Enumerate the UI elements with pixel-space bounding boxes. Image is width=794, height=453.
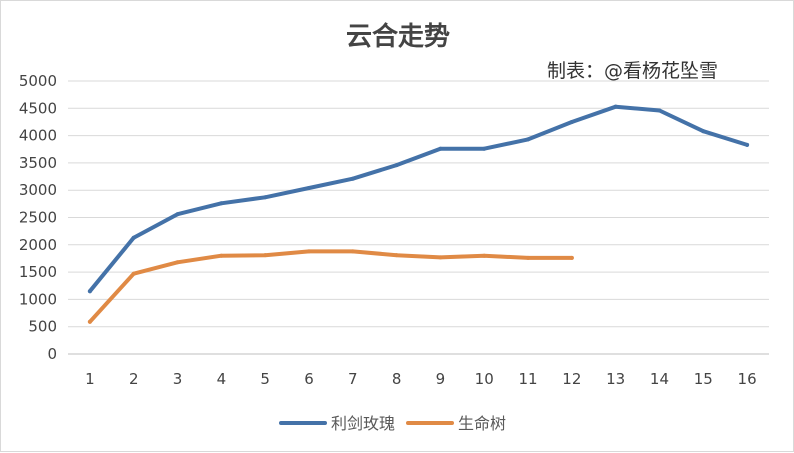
y-tick-label: 4000 xyxy=(19,127,57,145)
legend-label: 利剑玫瑰 xyxy=(331,414,395,433)
data-point xyxy=(131,271,136,276)
data-point xyxy=(438,255,443,260)
y-tick-label: 3000 xyxy=(19,181,57,199)
x-tick-label: 7 xyxy=(348,370,358,388)
data-point xyxy=(350,176,355,181)
x-tick-label: 6 xyxy=(304,370,314,388)
y-tick-label: 500 xyxy=(28,318,57,336)
x-tick-label: 4 xyxy=(217,370,227,388)
x-tick-label: 15 xyxy=(694,370,713,388)
chart-annotation: 制表：@看杨花坠雪 xyxy=(547,60,718,82)
data-point xyxy=(482,146,487,151)
data-point xyxy=(263,195,268,200)
x-tick-label: 11 xyxy=(518,370,537,388)
data-point xyxy=(131,235,136,240)
x-tick-label: 5 xyxy=(260,370,270,388)
x-tick-label: 3 xyxy=(173,370,183,388)
series-line-2 xyxy=(87,249,574,324)
data-point xyxy=(438,146,443,151)
x-tick-label: 8 xyxy=(392,370,402,388)
data-point xyxy=(569,255,574,260)
x-tick-label: 9 xyxy=(436,370,446,388)
y-tick-label: 4500 xyxy=(19,99,57,117)
data-point xyxy=(569,119,574,124)
x-axis-ticks: 1 2 3 4 5 6 7 8 9 10 11 12 13 14 15 16 xyxy=(85,370,757,388)
data-point xyxy=(306,186,311,191)
data-point xyxy=(175,260,180,265)
y-tick-label: 2500 xyxy=(19,209,57,227)
data-point xyxy=(394,163,399,168)
x-tick-label: 12 xyxy=(562,370,581,388)
legend: 利剑玫瑰 生命树 xyxy=(279,414,506,433)
legend-label: 生命树 xyxy=(458,414,506,433)
chart-title: 云合走势 xyxy=(346,21,450,52)
y-tick-label: 0 xyxy=(47,345,57,363)
data-point xyxy=(657,108,662,113)
x-tick-label: 14 xyxy=(650,370,669,388)
data-point xyxy=(350,249,355,254)
data-point xyxy=(613,104,618,109)
data-point xyxy=(306,249,311,254)
data-point xyxy=(394,253,399,258)
y-tick-label: 1000 xyxy=(19,290,57,308)
data-point xyxy=(87,319,92,324)
data-point xyxy=(219,253,224,258)
data-point xyxy=(526,255,531,260)
x-tick-label: 13 xyxy=(606,370,625,388)
x-tick-label: 2 xyxy=(129,370,139,388)
data-point xyxy=(87,289,92,294)
data-point xyxy=(526,137,531,142)
data-point xyxy=(745,142,750,147)
y-tick-label: 2000 xyxy=(19,236,57,254)
series-line-1 xyxy=(87,104,750,294)
x-tick-label: 16 xyxy=(738,370,757,388)
y-tick-label: 5000 xyxy=(19,72,57,90)
data-point xyxy=(482,253,487,258)
series-lines xyxy=(87,104,750,324)
x-tick-label: 10 xyxy=(475,370,494,388)
y-axis-ticks: 0 500 1000 1500 2000 2500 3000 3500 4000 4500 5000 xyxy=(19,72,57,363)
x-tick-label: 1 xyxy=(85,370,95,388)
data-point xyxy=(263,253,268,258)
y-tick-label: 1500 xyxy=(19,263,57,281)
data-point xyxy=(175,212,180,217)
y-tick-label: 3500 xyxy=(19,154,57,172)
data-point xyxy=(701,129,706,134)
data-point xyxy=(219,201,224,206)
